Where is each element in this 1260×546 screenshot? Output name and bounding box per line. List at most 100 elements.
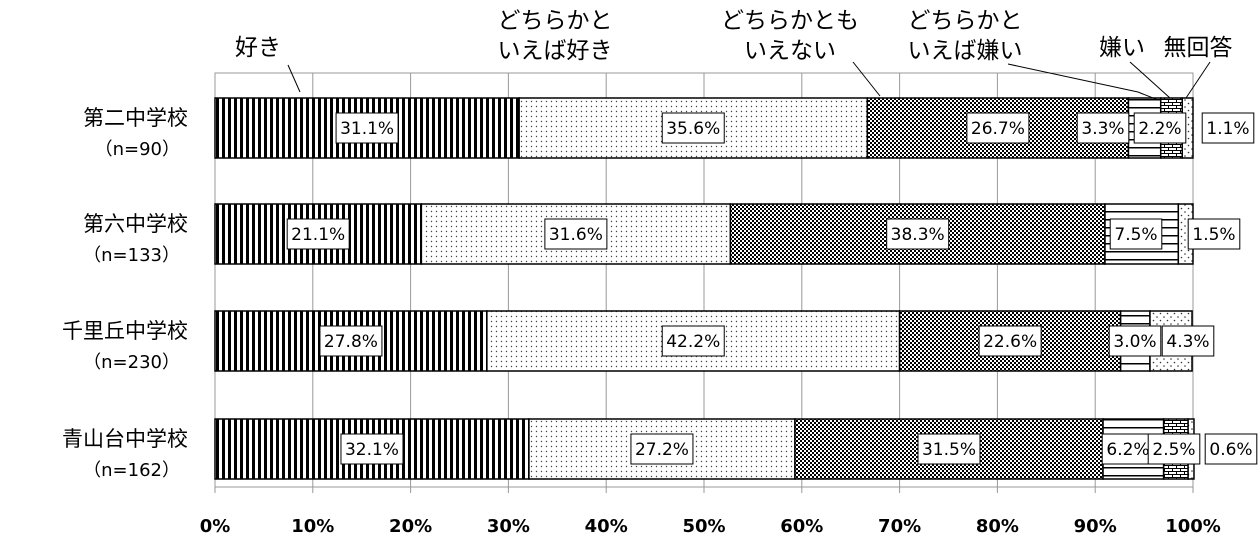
category-n-label: （n=230）	[83, 352, 180, 373]
data-label-box	[1133, 112, 1187, 144]
data-label-box	[1108, 325, 1162, 357]
x-tick-label: 50%	[682, 516, 725, 537]
data-label-text: 21.1%	[291, 225, 345, 245]
legend-label: どちらかと	[498, 8, 613, 34]
legend-leader-line	[1185, 61, 1211, 99]
data-label: 42.2%	[661, 325, 725, 357]
data-label-text: 42.2%	[666, 332, 720, 352]
data-label: 1.1%	[1201, 112, 1255, 144]
data-label-text: 31.5%	[922, 440, 976, 460]
data-label-text: 3.0%	[1113, 332, 1156, 352]
data-label: 6.2%	[1101, 433, 1155, 465]
x-tick-label: 0%	[200, 516, 231, 537]
data-label-box	[544, 218, 608, 250]
data-label-text: 0.6%	[1209, 440, 1252, 460]
legend-label: 無回答	[1164, 35, 1233, 61]
data-label: 27.8%	[319, 325, 383, 357]
data-label: 1.5%	[1187, 218, 1241, 250]
data-label-text: 7.5%	[1114, 225, 1157, 245]
data-label: 32.1%	[340, 433, 404, 465]
data-label: 21.1%	[286, 218, 350, 250]
data-label: 35.6%	[661, 112, 725, 144]
data-label-box	[966, 112, 1030, 144]
category-label: 青山台中学校	[62, 427, 188, 451]
data-label-box	[1161, 325, 1215, 357]
x-tick-label: 80%	[976, 516, 1019, 537]
data-label-box	[917, 433, 981, 465]
data-label-box	[1147, 433, 1201, 465]
legend-label: どちらかと	[908, 8, 1023, 34]
x-tick-label: 90%	[1074, 516, 1117, 537]
data-label-text: 4.3%	[1166, 332, 1209, 352]
data-label: 26.7%	[966, 112, 1030, 144]
data-label-text: 31.1%	[340, 119, 394, 139]
data-label-box	[1076, 112, 1130, 144]
data-label-text: 31.6%	[549, 225, 603, 245]
data-label-box	[886, 218, 950, 250]
x-tick-label: 30%	[487, 516, 530, 537]
data-label: 22.6%	[978, 325, 1042, 357]
category-n-label: （n=133）	[83, 245, 180, 266]
data-label-text: 22.6%	[983, 332, 1037, 352]
x-tick-label: 10%	[291, 516, 334, 537]
data-label-box	[1101, 433, 1155, 465]
legend-label: 好き	[235, 35, 281, 61]
data-label-text: 6.2%	[1106, 440, 1149, 460]
data-label: 2.2%	[1133, 112, 1187, 144]
data-label-box	[978, 325, 1042, 357]
legend-label: いえば嫌い	[908, 38, 1023, 64]
legend-label: いえば好き	[498, 38, 613, 64]
data-label-box	[1109, 218, 1163, 250]
legend-leader-line	[287, 64, 301, 93]
data-label: 3.0%	[1108, 325, 1162, 357]
data-label-box	[340, 433, 404, 465]
data-label-box	[1201, 112, 1255, 144]
data-label-box	[319, 325, 383, 357]
category-n-label: （n=162）	[83, 460, 180, 481]
data-label: 4.3%	[1161, 325, 1215, 357]
category-label: 第六中学校	[83, 212, 188, 236]
data-label: 27.2%	[630, 433, 694, 465]
data-label-box	[1187, 218, 1241, 250]
data-label-text: 1.5%	[1192, 225, 1235, 245]
x-tick-label: 40%	[585, 516, 628, 537]
x-tick-label: 70%	[878, 516, 921, 537]
x-tick-label: 100%	[1165, 516, 1221, 537]
data-label: 0.6%	[1204, 433, 1258, 465]
legend-leader-line	[1137, 91, 1159, 101]
data-label: 31.1%	[335, 112, 399, 144]
data-label-box	[661, 112, 725, 144]
data-label-box	[630, 433, 694, 465]
data-label-text: 26.7%	[971, 119, 1025, 139]
legend-label: いえない	[744, 38, 836, 64]
x-tick-label: 60%	[780, 516, 823, 537]
data-label: 31.6%	[544, 218, 608, 250]
data-label-text: 38.3%	[891, 225, 945, 245]
legend-leader-line	[852, 61, 881, 97]
data-label-text: 1.1%	[1206, 119, 1249, 139]
data-label-text: 27.8%	[324, 332, 378, 352]
data-label: 2.5%	[1147, 433, 1201, 465]
data-label-box	[335, 112, 399, 144]
data-label-text: 32.1%	[345, 440, 399, 460]
data-label: 3.3%	[1076, 112, 1130, 144]
data-label: 38.3%	[886, 218, 950, 250]
x-tick-label: 20%	[389, 516, 432, 537]
data-label-text: 2.2%	[1138, 119, 1181, 139]
data-label-text: 27.2%	[635, 440, 689, 460]
data-label: 7.5%	[1109, 218, 1163, 250]
data-label: 31.5%	[917, 433, 981, 465]
data-label-box	[286, 218, 350, 250]
legend-leader-line	[1129, 61, 1171, 99]
data-label-box	[661, 325, 725, 357]
data-label-text: 3.3%	[1081, 119, 1124, 139]
data-label-text: 35.6%	[666, 119, 720, 139]
legend-leader-line	[1007, 63, 1139, 93]
category-label: 第二中学校	[83, 106, 188, 130]
legend-label: 嫌い	[1099, 35, 1145, 61]
category-n-label: （n=90）	[95, 139, 180, 160]
data-label-box	[1204, 433, 1258, 465]
legend-label: どちらかとも	[721, 8, 859, 34]
